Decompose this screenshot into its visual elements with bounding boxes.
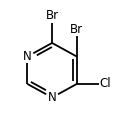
Text: Br: Br [70,23,83,36]
Text: Br: Br [46,9,59,22]
Text: N: N [48,91,56,104]
Text: Cl: Cl [100,77,111,90]
Text: N: N [23,50,32,63]
